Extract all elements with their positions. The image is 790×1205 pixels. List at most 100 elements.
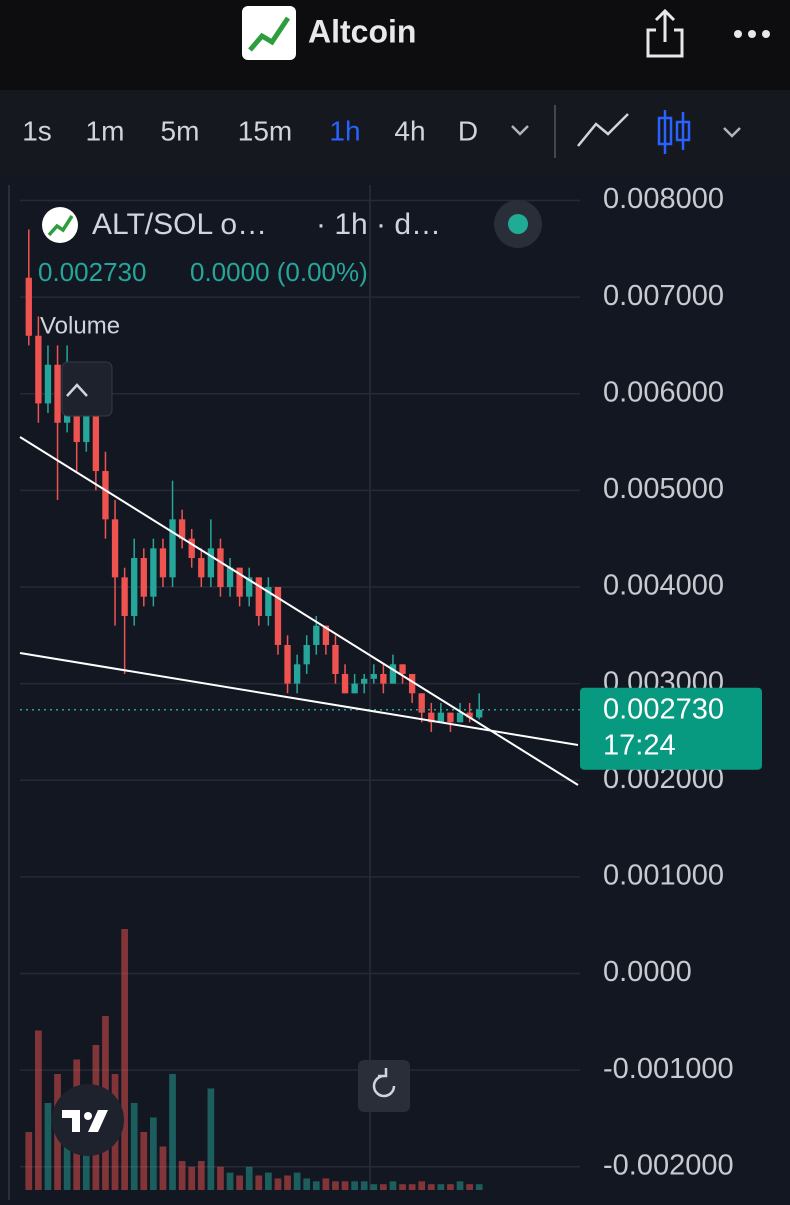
candle-chart-button[interactable] (657, 110, 691, 154)
candle-body (236, 567, 243, 597)
volume-bar (207, 1088, 215, 1190)
app-logo (242, 6, 296, 60)
volume-bar (130, 1103, 138, 1190)
volume-bar (63, 1117, 71, 1190)
candle-body (293, 664, 301, 684)
more-button[interactable] (734, 30, 770, 38)
volume-bar (265, 1172, 272, 1190)
candle-body (476, 709, 483, 718)
candle-body (198, 558, 205, 578)
candle-body (313, 625, 320, 645)
volume-bar (217, 1166, 224, 1190)
candle-body (456, 712, 464, 723)
candle-body (284, 644, 291, 684)
tv-logo-dot (84, 1112, 92, 1120)
symbol-interval: · 1h · d… (316, 208, 441, 241)
volume-bar (226, 1172, 234, 1190)
candle-body (361, 678, 368, 684)
last-price-label: 0.002730 (603, 693, 724, 725)
candle-body (140, 558, 147, 597)
candle-body (169, 519, 176, 578)
volume-bar (380, 1184, 387, 1190)
volume-bar (399, 1184, 406, 1190)
candle-body (102, 471, 109, 520)
candle-body (188, 538, 195, 559)
candle-body (44, 364, 52, 404)
candle-body (265, 587, 272, 616)
y-tick-label: 0.008000 (603, 183, 724, 215)
volume-bar (188, 1166, 196, 1190)
candle-body (418, 693, 425, 713)
page-title: Altcoin (308, 13, 416, 49)
y-tick-label: 0.004000 (603, 570, 724, 602)
collapse-icon (66, 383, 88, 397)
candle-body (159, 548, 167, 578)
interval-button[interactable]: 1s (22, 115, 52, 146)
candle-body (380, 673, 387, 684)
candle-body (399, 664, 406, 674)
candle-body (351, 683, 358, 694)
volume-bar (360, 1181, 368, 1190)
volume-bar (255, 1175, 263, 1190)
share-button[interactable] (646, 8, 684, 58)
candle-body (255, 577, 262, 616)
line-chart-button[interactable] (577, 113, 629, 147)
volume-bar (44, 1103, 52, 1190)
trend-line (19, 436, 579, 786)
candle-body (207, 548, 215, 578)
symbol-logo (42, 207, 78, 243)
volume-bar (351, 1181, 358, 1190)
volume-bar (159, 1146, 167, 1190)
candle-body (332, 644, 339, 674)
y-tick-label: -0.001000 (603, 1053, 734, 1085)
collapse-button[interactable] (61, 361, 113, 417)
interval-button[interactable]: 1h (329, 115, 360, 146)
y-tick-label: 0.001000 (603, 860, 724, 892)
volume-bar (293, 1172, 301, 1190)
candle-body (83, 413, 90, 443)
reset-icon (372, 1068, 396, 1098)
symbol-name[interactable]: ALT/SOL o… (92, 208, 267, 241)
candle-body (246, 577, 253, 597)
volume-bar (447, 1184, 454, 1190)
interval-button[interactable]: 5m (161, 115, 200, 146)
volume-bar (178, 1161, 186, 1190)
candle-body (428, 712, 435, 723)
candle-body (274, 587, 282, 645)
volume-bar (236, 1175, 243, 1190)
interval-button[interactable]: 4h (394, 115, 425, 146)
tv-logo-mark (62, 1110, 108, 1132)
candle-body (121, 577, 128, 616)
interval-button[interactable]: 15m (238, 115, 292, 146)
interval-button[interactable]: D (458, 115, 478, 146)
legend-price: 0.002730 (38, 257, 146, 287)
candle-body (131, 558, 138, 616)
interval-dropdown[interactable] (511, 125, 529, 136)
candle-body (389, 664, 397, 684)
volume-label: Volume (40, 312, 120, 339)
volume-bar (437, 1184, 445, 1190)
candle-body (447, 712, 454, 723)
candle-body (54, 364, 61, 423)
volume-bar (456, 1181, 464, 1190)
chart-type-dropdown[interactable] (723, 127, 741, 138)
candle-body (150, 548, 157, 597)
volume-bar (466, 1184, 473, 1190)
volume-bar (197, 1161, 205, 1190)
candle-body (217, 548, 224, 587)
volume-bar (341, 1181, 349, 1190)
interval-button[interactable]: 1m (86, 115, 125, 146)
candle-body (25, 277, 32, 336)
bar-countdown: 17:24 (603, 729, 676, 761)
volume-bar (427, 1184, 435, 1190)
candle-body (226, 567, 234, 587)
last-price-tag (580, 687, 762, 770)
volume-bar (169, 1074, 176, 1190)
y-tick-label: 0.007000 (603, 280, 724, 312)
market-status (508, 214, 528, 234)
volume-bar (274, 1178, 282, 1190)
y-tick-label: 0.005000 (603, 473, 724, 505)
legend-change: 0.0000 (0.00%) (190, 257, 368, 287)
reset-button[interactable] (358, 1060, 410, 1112)
